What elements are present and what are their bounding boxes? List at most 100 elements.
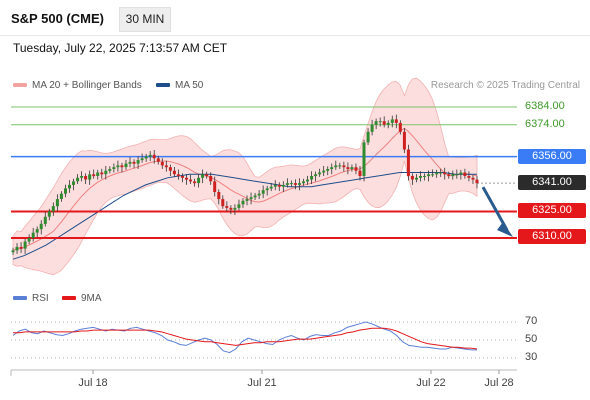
research-credit: Research © 2025 Trading Central — [430, 80, 580, 91]
candle-body — [59, 193, 63, 199]
candle-body — [209, 176, 213, 182]
legend-rsi: RSI — [13, 293, 49, 304]
candle-body — [156, 158, 160, 162]
candle-body — [213, 181, 217, 192]
candle-body — [370, 124, 374, 132]
candle-body — [229, 207, 233, 210]
candle-body — [19, 246, 23, 249]
candle-body — [140, 158, 144, 161]
candle-body — [152, 154, 156, 159]
legend-9ma: 9MA — [62, 293, 102, 304]
candle-body — [475, 179, 479, 184]
candle-body — [225, 206, 229, 208]
candle-body — [423, 176, 426, 177]
candle-body — [201, 174, 205, 178]
x-label-jul28: Jul 28 — [484, 377, 514, 389]
candle-body — [11, 250, 15, 253]
candle-body — [362, 142, 366, 176]
legend-label: MA 20 + Bollinger Bands — [32, 80, 142, 91]
candle-body — [92, 174, 96, 177]
candle-body — [455, 174, 459, 176]
candle-body — [302, 181, 305, 184]
candle-body — [298, 183, 301, 185]
price-label-last: 6341.00 — [518, 175, 586, 190]
candle-body — [100, 172, 104, 175]
candle-body — [318, 172, 322, 175]
candle-body — [39, 223, 43, 230]
candle-body — [269, 186, 273, 189]
candle-body — [35, 229, 39, 233]
bollinger-band — [12, 77, 478, 276]
candle-body — [314, 174, 318, 177]
forecast-arrowhead — [497, 222, 513, 237]
candle-body — [281, 184, 285, 187]
candle-body — [55, 199, 59, 207]
price-label-6384: 6384.00 — [525, 100, 565, 112]
candle-body — [410, 176, 414, 180]
rsi-level-50: 50 — [525, 333, 538, 345]
candle-body — [197, 177, 201, 184]
x-label-jul21: Jul 21 — [247, 377, 277, 389]
candle-body — [330, 167, 334, 169]
candle-body — [366, 131, 370, 143]
candle-body — [354, 167, 358, 171]
candle-body — [261, 190, 265, 194]
candle-body — [217, 192, 221, 200]
candle-body — [15, 246, 19, 251]
legend-swatch — [156, 83, 170, 88]
candle-body — [108, 169, 112, 171]
timestamp: Tuesday, July 22, 2025 7:13:57 AM CET — [13, 41, 228, 55]
candle-body — [342, 165, 346, 168]
candle-body — [193, 181, 197, 184]
candle-body — [390, 119, 394, 123]
candle-body — [116, 165, 120, 168]
candle-body — [257, 193, 261, 196]
candle-body — [245, 199, 249, 201]
candle-body — [374, 121, 378, 125]
candle-body — [172, 170, 176, 175]
candle-body — [185, 177, 188, 180]
header-divider — [0, 35, 590, 36]
candle-body — [451, 174, 455, 177]
candle-body — [322, 170, 326, 173]
candle-body — [68, 184, 71, 189]
legend-label: RSI — [32, 293, 49, 304]
candle-body — [27, 238, 31, 242]
candle-body — [51, 206, 55, 212]
legend-swatch — [62, 296, 76, 301]
legend-label: 9MA — [81, 293, 102, 304]
candle-body — [221, 199, 225, 207]
candle-body — [47, 211, 51, 217]
candle-body — [306, 179, 309, 182]
candle-body — [439, 172, 443, 174]
candle-body — [273, 184, 277, 187]
candle-body — [265, 188, 269, 191]
candle-body — [112, 167, 116, 169]
candle-body — [463, 172, 467, 176]
candle-body — [427, 174, 431, 177]
candle-body — [64, 188, 67, 194]
candle-body — [358, 170, 362, 176]
candle-body — [253, 195, 257, 198]
rsi-level-70: 70 — [525, 315, 538, 327]
candle-body — [164, 165, 168, 168]
legend-swatch — [13, 83, 27, 88]
candle-body — [459, 172, 463, 175]
candle-body — [398, 122, 402, 132]
candle-body — [189, 179, 192, 182]
candle-body — [23, 241, 27, 249]
candle-body — [406, 149, 410, 177]
candle-body — [334, 165, 338, 168]
candle-body — [350, 167, 354, 169]
candle-body — [431, 174, 435, 176]
legend-swatch — [13, 296, 27, 301]
candle-body — [419, 176, 422, 178]
legend-ma50: MA 50 — [156, 80, 203, 91]
candle-body — [205, 174, 209, 177]
legend-ma20-bollinger: MA 20 + Bollinger Bands — [13, 80, 142, 91]
timeframe-button[interactable]: 30 MIN — [119, 7, 171, 32]
candle-body — [120, 165, 124, 168]
candle-body — [148, 154, 152, 157]
